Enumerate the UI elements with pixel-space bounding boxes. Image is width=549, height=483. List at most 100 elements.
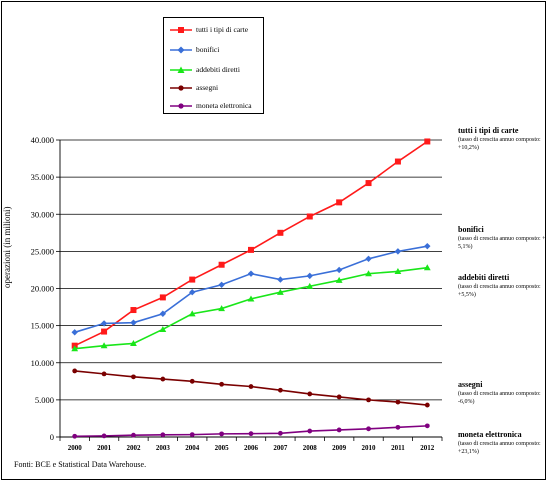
x-tick-label: 2010 bbox=[362, 444, 377, 452]
data-point bbox=[71, 345, 79, 352]
series-line bbox=[74, 140, 428, 347]
data-point bbox=[189, 432, 195, 438]
data-point bbox=[218, 261, 225, 268]
data-point bbox=[101, 328, 108, 335]
data-point bbox=[189, 378, 195, 384]
data-point bbox=[277, 387, 283, 393]
series-line bbox=[74, 245, 428, 334]
annotation-bonifici-sub: (tasso di crescita annuo composto: + 5,1… bbox=[458, 236, 546, 250]
data-point bbox=[365, 255, 372, 262]
x-tick-label: 2012 bbox=[420, 444, 435, 452]
data-point bbox=[72, 433, 78, 439]
series-3 bbox=[71, 264, 431, 352]
y-tick-label: 25.000 bbox=[31, 246, 54, 256]
data-point bbox=[248, 431, 254, 437]
data-point bbox=[336, 427, 342, 433]
series-lines bbox=[71, 138, 431, 439]
data-point bbox=[159, 294, 166, 301]
annotation-carte-title: tutti i tipi di carte bbox=[458, 126, 519, 135]
data-point bbox=[395, 399, 401, 405]
data-point bbox=[394, 158, 401, 165]
annotation-addebiti-sub: (tasso di crescita annuo composto: +5,5%… bbox=[458, 284, 541, 298]
data-point bbox=[277, 430, 283, 436]
data-point bbox=[188, 310, 196, 317]
data-point bbox=[160, 432, 166, 438]
data-point bbox=[423, 264, 431, 271]
x-tick-label: 2001 bbox=[97, 444, 112, 452]
x-tick-label: 2003 bbox=[156, 444, 171, 452]
data-point bbox=[247, 295, 255, 302]
source-note: Fonti: BCE e Statistical Data Warehouse. bbox=[14, 460, 147, 469]
legend-swatch-moneta bbox=[170, 103, 192, 109]
gridlines bbox=[56, 139, 442, 438]
data-point bbox=[159, 310, 167, 317]
y-tick-label: 15.000 bbox=[31, 321, 54, 331]
data-point bbox=[218, 281, 225, 288]
y-tick-label: 5.000 bbox=[35, 395, 54, 405]
data-point bbox=[189, 276, 196, 283]
legend-item-carte: tutti i tipi di carte bbox=[170, 24, 262, 38]
legend: tutti i tipi di carte bonifici addebiti … bbox=[163, 17, 264, 114]
data-point bbox=[424, 423, 430, 429]
data-point bbox=[306, 272, 313, 280]
annotation-assegni-sub: (tasso di crescita annuo composto: -6,0%… bbox=[458, 391, 541, 405]
x-tick-label: 2000 bbox=[68, 444, 83, 452]
legend-label-assegni: assegni bbox=[196, 83, 219, 92]
data-point bbox=[277, 276, 284, 283]
y-axis-title: operazioni (in milioni) bbox=[2, 206, 12, 288]
legend-label-moneta: moneta elettronica bbox=[196, 101, 252, 110]
data-point bbox=[307, 391, 313, 397]
x-tick-label: 2004 bbox=[185, 444, 200, 452]
legend-swatch-carte bbox=[170, 27, 192, 33]
annotation-bonifici-title: bonifici bbox=[458, 225, 484, 234]
data-point bbox=[306, 213, 313, 220]
data-point bbox=[248, 246, 254, 253]
y-tick-label: 40.000 bbox=[31, 135, 54, 145]
annotation-carte-sub: (tasso di crescita annuo composto: +10,2… bbox=[458, 137, 541, 151]
data-point bbox=[424, 402, 430, 408]
data-point bbox=[306, 282, 314, 289]
data-point bbox=[366, 426, 371, 432]
data-point bbox=[336, 394, 342, 400]
y-tick-label: 10.000 bbox=[31, 358, 54, 368]
data-point bbox=[218, 305, 226, 312]
legend-label-addebiti: addebiti diretti bbox=[196, 65, 240, 74]
data-point bbox=[131, 374, 136, 380]
annotation-moneta-sub: (tasso di crescita annuo composto: +23,1… bbox=[458, 441, 541, 455]
annotation-addebiti-title: addebiti diretti bbox=[458, 273, 510, 282]
legend-item-moneta: moneta elettronica bbox=[170, 100, 262, 114]
y-tick-labels: 0 5.000 10.000 15.000 20.000 25.000 30.000 35.0… bbox=[31, 135, 54, 442]
data-point bbox=[336, 199, 343, 206]
data-point bbox=[395, 424, 401, 430]
data-point bbox=[130, 307, 137, 314]
data-point bbox=[72, 368, 78, 374]
annotation-addebiti: addebiti diretti (tasso di crescita annu… bbox=[458, 273, 546, 299]
legend-label-carte: tutti i tipi di carte bbox=[196, 25, 249, 34]
x-tick-label: 2002 bbox=[126, 444, 141, 452]
x-tick-label: 2007 bbox=[273, 444, 288, 452]
data-point bbox=[307, 428, 313, 434]
y-tick-label: 35.000 bbox=[31, 172, 54, 182]
legend-swatch-addebiti bbox=[170, 66, 192, 73]
data-point bbox=[394, 248, 402, 255]
annotation-assegni-title: assegni bbox=[458, 380, 483, 389]
data-point bbox=[219, 431, 225, 437]
annotation-bonifici: bonifici (tasso di crescita annuo compos… bbox=[458, 225, 546, 251]
data-point bbox=[130, 340, 137, 347]
series-5 bbox=[72, 423, 430, 439]
data-point bbox=[424, 138, 431, 145]
data-point bbox=[159, 325, 167, 332]
data-point bbox=[101, 433, 107, 439]
data-point bbox=[131, 432, 136, 438]
series-4 bbox=[72, 368, 430, 408]
annotation-moneta-title: moneta elettronica bbox=[458, 430, 522, 439]
annotation-carte: tutti i tipi di carte (tasso di crescita… bbox=[458, 126, 546, 152]
legend-item-addebiti: addebiti diretti bbox=[170, 64, 262, 78]
legend-label-bonifici: bonifici bbox=[196, 45, 220, 54]
legend-swatch-bonifici bbox=[170, 46, 192, 54]
legend-item-assegni: assegni bbox=[170, 82, 262, 96]
data-point bbox=[100, 342, 108, 349]
x-tick-label: 2008 bbox=[303, 444, 318, 452]
data-point bbox=[248, 384, 254, 389]
